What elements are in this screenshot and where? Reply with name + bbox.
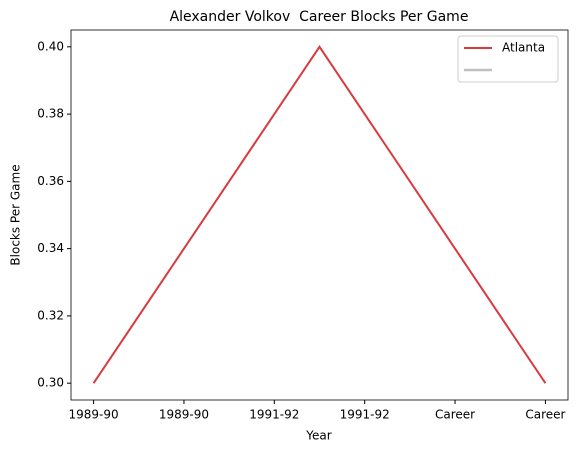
y-axis-label: Blocks Per Game: [9, 164, 23, 265]
x-tick-label: 1989-90: [159, 408, 209, 422]
line-series: [92, 45, 547, 384]
plot-frame: [70, 29, 569, 401]
x-tick-label: Career: [435, 408, 475, 422]
x-tick-label: Career: [525, 408, 565, 422]
y-tick-label: 0.34: [37, 241, 64, 255]
y-tick-label: 0.32: [37, 308, 64, 322]
x-tick-label: 1991-92: [340, 408, 390, 422]
chart-title: Alexander Volkov Career Blocks Per Game: [170, 9, 469, 25]
x-axis-label: Year: [305, 429, 331, 443]
y-tick-label: 0.30: [37, 376, 64, 390]
y-tick-label: 0.36: [37, 174, 64, 188]
legend: Atlanta: [457, 35, 559, 83]
x-tick-label: 1989-90: [69, 408, 119, 422]
legend-label: Atlanta: [502, 41, 545, 55]
y-tick-label: 0.40: [37, 39, 64, 53]
x-tick-label: 1991-92: [249, 408, 299, 422]
y-tick-label: 0.38: [37, 107, 64, 121]
